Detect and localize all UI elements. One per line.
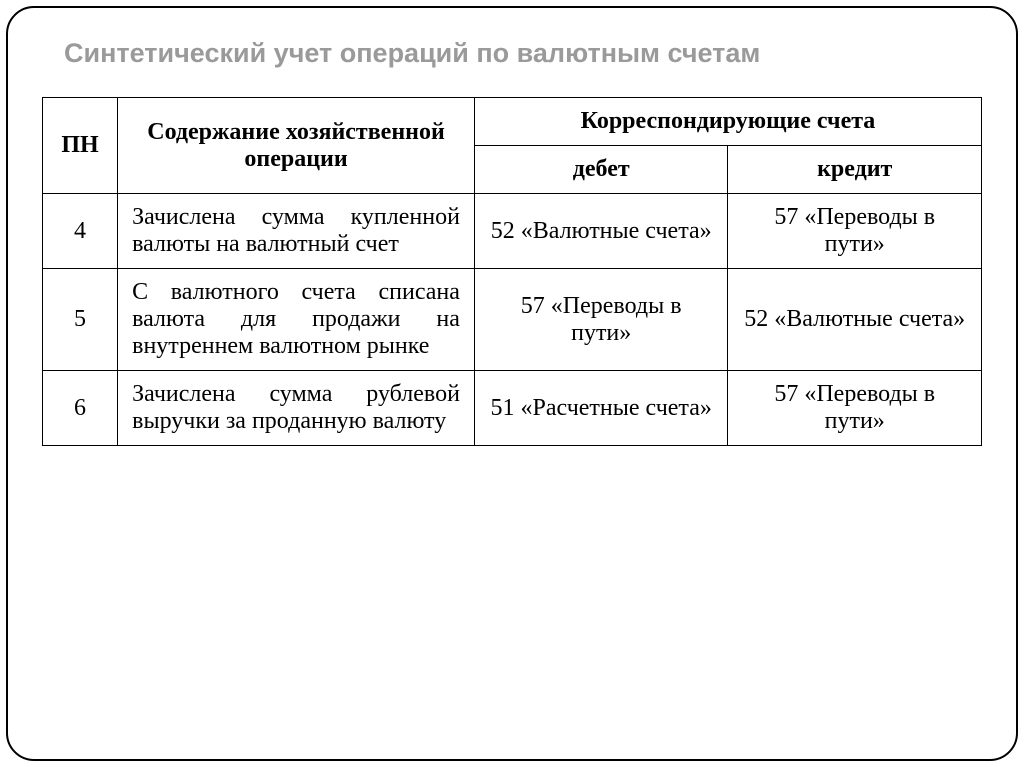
cell-debit: 57 «Переводы в пути» bbox=[474, 269, 728, 371]
cell-credit: 57 «Переводы в пути» bbox=[728, 194, 982, 269]
cell-pn: 4 bbox=[43, 194, 118, 269]
cell-desc: С валютного счета списана валюта для про… bbox=[118, 269, 475, 371]
cell-pn: 6 bbox=[43, 371, 118, 446]
cell-credit: 57 «Переводы в пути» bbox=[728, 371, 982, 446]
table-header-row-1: ПН Содержание хозяйственной операции Кор… bbox=[43, 98, 982, 146]
cell-debit: 52 «Валютные счета» bbox=[474, 194, 728, 269]
col-header-credit: кредит bbox=[728, 146, 982, 194]
table-row: 6 Зачислена сумма рублевой выручки за пр… bbox=[43, 371, 982, 446]
cell-desc: Зачислена сумма рублевой выручки за прод… bbox=[118, 371, 475, 446]
accounting-table: ПН Содержание хозяйственной операции Кор… bbox=[42, 97, 982, 446]
col-header-debit: дебет bbox=[474, 146, 728, 194]
col-header-desc: Содержание хозяйственной операции bbox=[118, 98, 475, 194]
col-header-group: Корреспондирующие счета bbox=[474, 98, 981, 146]
cell-credit: 52 «Валютные счета» bbox=[728, 269, 982, 371]
page-title: Синтетический учет операций по валютным … bbox=[64, 38, 982, 69]
cell-desc: Зачислена сумма купленной валюты на валю… bbox=[118, 194, 475, 269]
cell-debit: 51 «Расчетные счета» bbox=[474, 371, 728, 446]
table-row: 4 Зачислена сумма купленной валюты на ва… bbox=[43, 194, 982, 269]
table-row: 5 С валютного счета списана валюта для п… bbox=[43, 269, 982, 371]
cell-pn: 5 bbox=[43, 269, 118, 371]
slide-frame: Синтетический учет операций по валютным … bbox=[6, 6, 1018, 761]
col-header-pn: ПН bbox=[43, 98, 118, 194]
